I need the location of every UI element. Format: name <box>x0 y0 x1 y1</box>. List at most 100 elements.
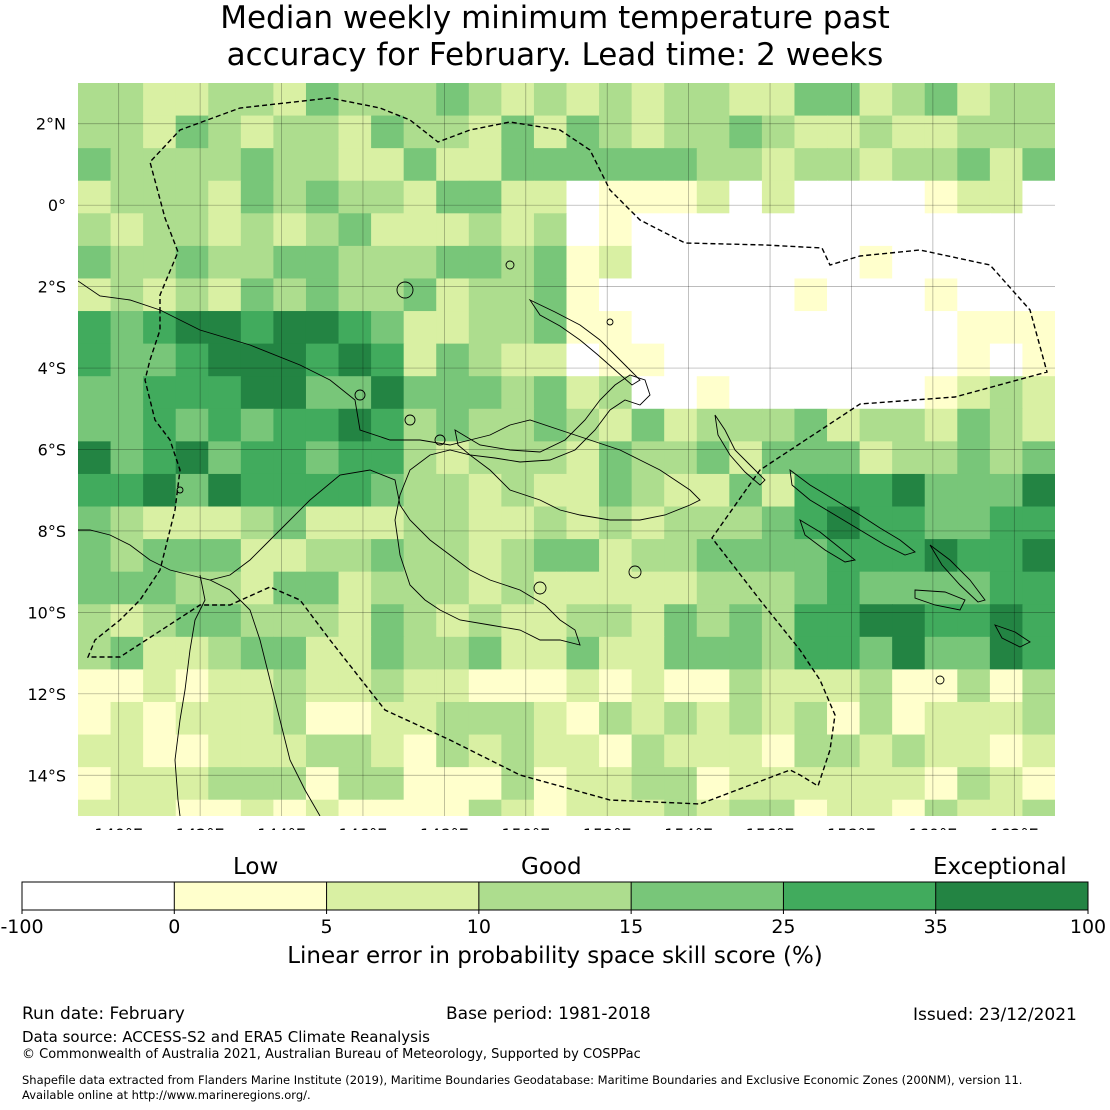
longitude-label: 154°E <box>664 825 713 830</box>
grid-cell <box>110 506 144 540</box>
colorbar-tick-label: 35 <box>924 916 948 938</box>
grid-cell <box>924 376 958 410</box>
grid-cell <box>1022 115 1055 149</box>
grid-cell <box>566 636 600 670</box>
grid-cell <box>371 376 405 410</box>
grid-cell <box>664 636 698 670</box>
grid-cell <box>1022 767 1055 801</box>
grid-cell <box>599 571 633 605</box>
latitude-label: 6°S <box>38 441 66 460</box>
grid-cell <box>338 539 372 573</box>
grid-cell <box>696 767 730 801</box>
island <box>354 389 366 401</box>
longitude-label: 150°E <box>501 825 550 830</box>
grid-cell <box>924 180 958 214</box>
grid-cell <box>957 506 991 540</box>
grid-cell <box>78 767 112 801</box>
grid-cell <box>175 767 209 801</box>
grid-cell <box>78 408 112 442</box>
grid-cell <box>566 473 600 508</box>
grid-cell <box>110 571 144 605</box>
grid-cell <box>729 376 763 410</box>
grid-cell <box>143 245 177 280</box>
coastline-solomons-1 <box>789 468 916 556</box>
grid-cell <box>631 539 665 573</box>
grid-cell <box>599 669 633 703</box>
grid-cell <box>696 734 730 768</box>
grid-cell <box>501 408 535 442</box>
grid-cell <box>696 441 730 475</box>
grid-cell <box>924 408 958 442</box>
grid-cell <box>859 506 893 540</box>
grid-cell <box>1022 245 1055 280</box>
grid-cell <box>794 343 828 377</box>
grid-cell <box>371 245 405 280</box>
grid-cell <box>696 115 730 149</box>
grid-cell <box>827 213 861 247</box>
grid-cell <box>989 473 1024 508</box>
grid-cell <box>696 343 730 377</box>
grid-cell <box>729 441 763 475</box>
grid-cell <box>110 245 144 280</box>
grid-cell <box>729 148 763 182</box>
grid-cell <box>1022 734 1055 768</box>
grid-cell <box>436 376 470 410</box>
grid-cell <box>240 701 274 736</box>
grid-cell <box>1022 311 1055 345</box>
grid-cell <box>631 115 665 149</box>
grid-cell <box>533 604 568 638</box>
grid-cell <box>599 148 633 182</box>
grid-cell <box>761 245 796 280</box>
grid-cell <box>208 701 242 736</box>
grid-cell <box>859 539 893 573</box>
grid-cell <box>240 213 274 247</box>
grid-cell <box>957 799 991 816</box>
grid-cell <box>566 148 600 182</box>
latitude-label: 0° <box>48 196 66 215</box>
island <box>434 434 446 446</box>
copyright: © Commonwealth of Australia 2021, Austra… <box>22 1047 641 1062</box>
grid-cell <box>794 506 828 540</box>
grid-cell <box>761 376 796 410</box>
grid-cell <box>1022 441 1055 475</box>
grid-cell <box>794 180 828 214</box>
longitude-label: 142°E <box>176 825 225 830</box>
grid-cell <box>696 376 730 410</box>
grid-cell <box>403 767 437 801</box>
grid-cell <box>859 669 893 703</box>
grid-cell <box>729 506 763 540</box>
grid-cell <box>371 539 405 573</box>
grid-cell <box>143 636 177 670</box>
grid-cell <box>957 701 991 736</box>
grid-cell <box>240 636 274 670</box>
grid-cell <box>664 669 698 703</box>
grid-cell <box>468 571 502 605</box>
grid-cell <box>859 408 893 442</box>
grid-cell <box>501 441 535 475</box>
grid-cell <box>989 571 1024 605</box>
grid-cell <box>78 604 112 638</box>
colorbar-tick-label: -100 <box>0 916 43 938</box>
grid-cell <box>631 506 665 540</box>
grid-cell <box>957 83 991 117</box>
grid-cell <box>240 278 274 312</box>
grid-cell <box>533 734 568 768</box>
grid-cell <box>436 278 470 312</box>
grid-cell <box>1022 636 1055 670</box>
grid-cell <box>338 343 372 377</box>
longitude-label: 146°E <box>339 825 388 830</box>
grid-cell <box>696 245 730 280</box>
grid-cell <box>957 311 991 345</box>
grid-cell <box>761 506 796 540</box>
grid-cell <box>1022 278 1055 312</box>
grid-cell <box>110 701 144 736</box>
grid-cell <box>892 441 926 475</box>
grid-cell <box>827 571 861 605</box>
grid-cell <box>175 734 209 768</box>
grid-cell <box>859 115 893 149</box>
grid-cell <box>305 278 340 312</box>
grid-cell <box>110 311 144 345</box>
grid-cell <box>924 604 958 638</box>
grid-cell <box>110 734 144 768</box>
grid-cell <box>273 734 307 768</box>
